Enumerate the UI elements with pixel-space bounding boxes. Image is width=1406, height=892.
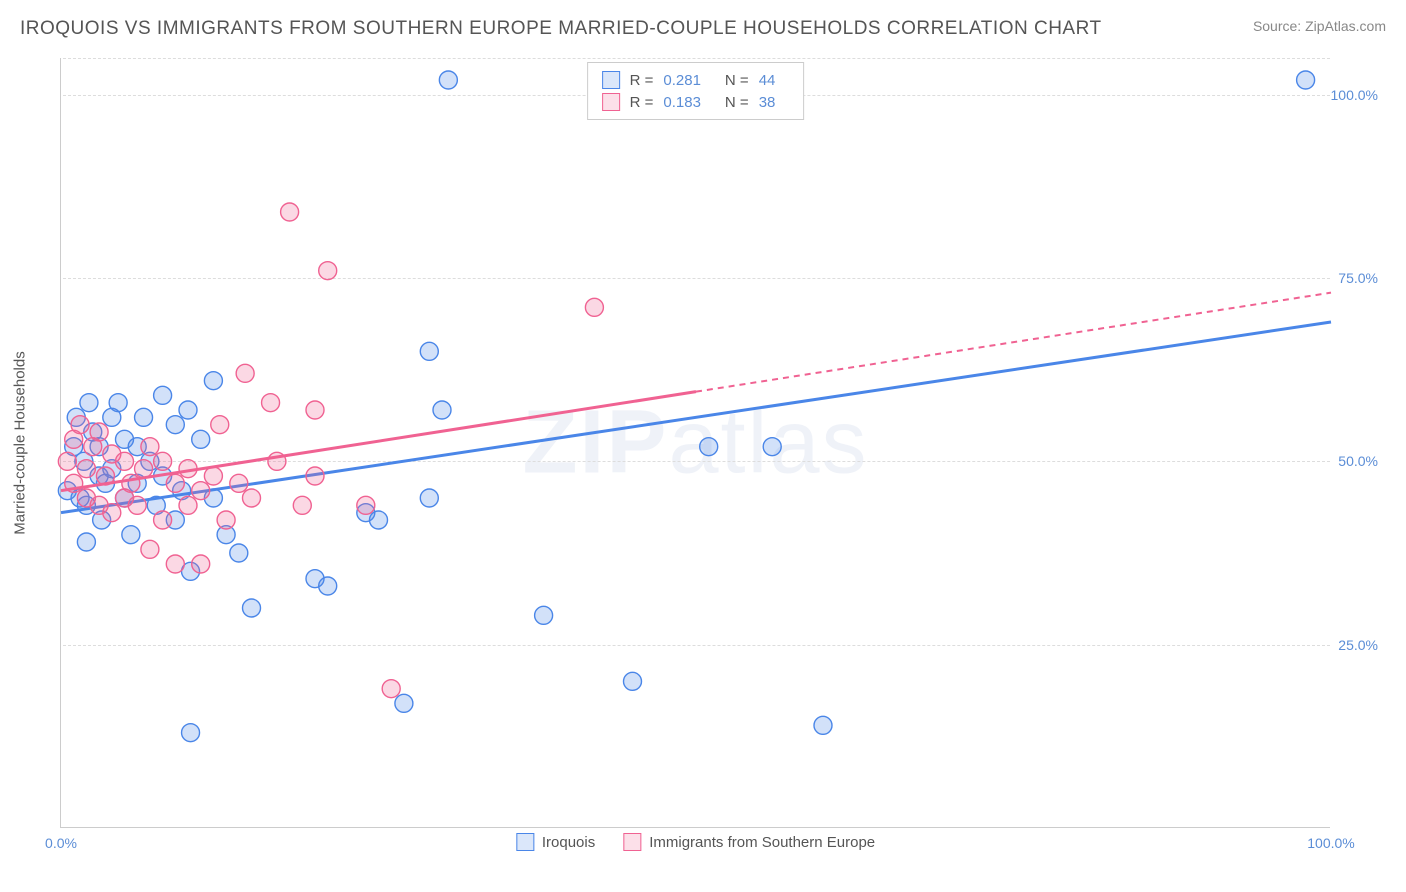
x-tick-label: 0.0% <box>45 835 77 851</box>
data-point <box>135 460 153 478</box>
data-point <box>109 394 127 412</box>
data-point <box>357 496 375 514</box>
header: IROQUOIS VS IMMIGRANTS FROM SOUTHERN EUR… <box>0 0 1406 48</box>
legend-swatch <box>602 71 620 89</box>
data-point <box>154 452 172 470</box>
data-point <box>262 394 280 412</box>
data-point <box>585 298 603 316</box>
data-point <box>217 511 235 529</box>
scatter-svg <box>61 58 1331 828</box>
x-tick-label: 100.0% <box>1307 835 1354 851</box>
data-point <box>319 577 337 595</box>
data-point <box>192 482 210 500</box>
data-point <box>624 672 642 690</box>
data-point <box>243 599 261 617</box>
legend-n-label: N = <box>725 72 749 89</box>
y-tick-label: 100.0% <box>1331 87 1378 103</box>
data-point <box>179 496 197 514</box>
data-point <box>420 489 438 507</box>
data-point <box>319 262 337 280</box>
correlation-legend: R = 0.281 N = 44 R = 0.183 N = 38 <box>587 62 805 120</box>
data-point <box>1297 71 1315 89</box>
data-point <box>58 452 76 470</box>
data-point <box>103 504 121 522</box>
plot-area: ZIPatlas 25.0%50.0%75.0%100.0% 0.0%100.0… <box>60 58 1330 828</box>
data-point <box>135 408 153 426</box>
legend-r-label: R = <box>630 94 654 111</box>
chart-area: Married-couple Households ZIPatlas 25.0%… <box>60 58 1380 828</box>
legend-item: Immigrants from Southern Europe <box>623 833 875 851</box>
data-point <box>122 526 140 544</box>
data-point <box>80 394 98 412</box>
source-label: Source: ZipAtlas.com <box>1253 18 1386 34</box>
data-point <box>306 401 324 419</box>
chart-container: IROQUOIS VS IMMIGRANTS FROM SOUTHERN EUR… <box>0 0 1406 892</box>
legend-n-value: 38 <box>759 94 776 111</box>
legend-r-value: 0.281 <box>663 72 701 89</box>
data-point <box>204 467 222 485</box>
legend-r-label: R = <box>630 72 654 89</box>
legend-item: Iroquois <box>516 833 595 851</box>
data-point <box>236 364 254 382</box>
data-point <box>243 489 261 507</box>
legend-series-name: Iroquois <box>542 834 595 851</box>
data-point <box>293 496 311 514</box>
data-point <box>370 511 388 529</box>
data-point <box>382 680 400 698</box>
y-tick-label: 25.0% <box>1338 637 1378 653</box>
legend-swatch <box>602 93 620 111</box>
y-axis-label: Married-couple Households <box>12 351 29 534</box>
y-tick-label: 50.0% <box>1338 453 1378 469</box>
legend-n-value: 44 <box>759 72 776 89</box>
data-point <box>700 438 718 456</box>
data-point <box>77 533 95 551</box>
data-point <box>166 474 184 492</box>
data-point <box>71 416 89 434</box>
data-point <box>154 511 172 529</box>
data-point <box>77 460 95 478</box>
data-point <box>166 555 184 573</box>
data-point <box>192 555 210 573</box>
data-point <box>128 496 146 514</box>
data-point <box>433 401 451 419</box>
legend-row: R = 0.281 N = 44 <box>602 69 790 91</box>
data-point <box>192 430 210 448</box>
data-point <box>182 724 200 742</box>
chart-title: IROQUOIS VS IMMIGRANTS FROM SOUTHERN EUR… <box>20 18 1102 40</box>
data-point <box>141 438 159 456</box>
legend-n-label: N = <box>725 94 749 111</box>
data-point <box>281 203 299 221</box>
legend-row: R = 0.183 N = 38 <box>602 91 790 113</box>
data-point <box>204 372 222 390</box>
data-point <box>306 467 324 485</box>
data-point <box>395 694 413 712</box>
data-point <box>814 716 832 734</box>
data-point <box>439 71 457 89</box>
y-tick-label: 75.0% <box>1338 270 1378 286</box>
data-point <box>122 474 140 492</box>
data-point <box>90 423 108 441</box>
series-legend: Iroquois Immigrants from Southern Europe <box>516 833 875 851</box>
trend-line <box>61 322 1331 513</box>
trend-line-dashed <box>696 293 1331 392</box>
data-point <box>230 544 248 562</box>
data-point <box>211 416 229 434</box>
data-point <box>535 606 553 624</box>
legend-r-value: 0.183 <box>663 94 701 111</box>
data-point <box>116 452 134 470</box>
legend-series-name: Immigrants from Southern Europe <box>649 834 875 851</box>
data-point <box>141 540 159 558</box>
data-point <box>166 416 184 434</box>
data-point <box>230 474 248 492</box>
data-point <box>420 342 438 360</box>
data-point <box>179 401 197 419</box>
legend-swatch <box>516 833 534 851</box>
data-point <box>763 438 781 456</box>
data-point <box>154 386 172 404</box>
legend-swatch <box>623 833 641 851</box>
